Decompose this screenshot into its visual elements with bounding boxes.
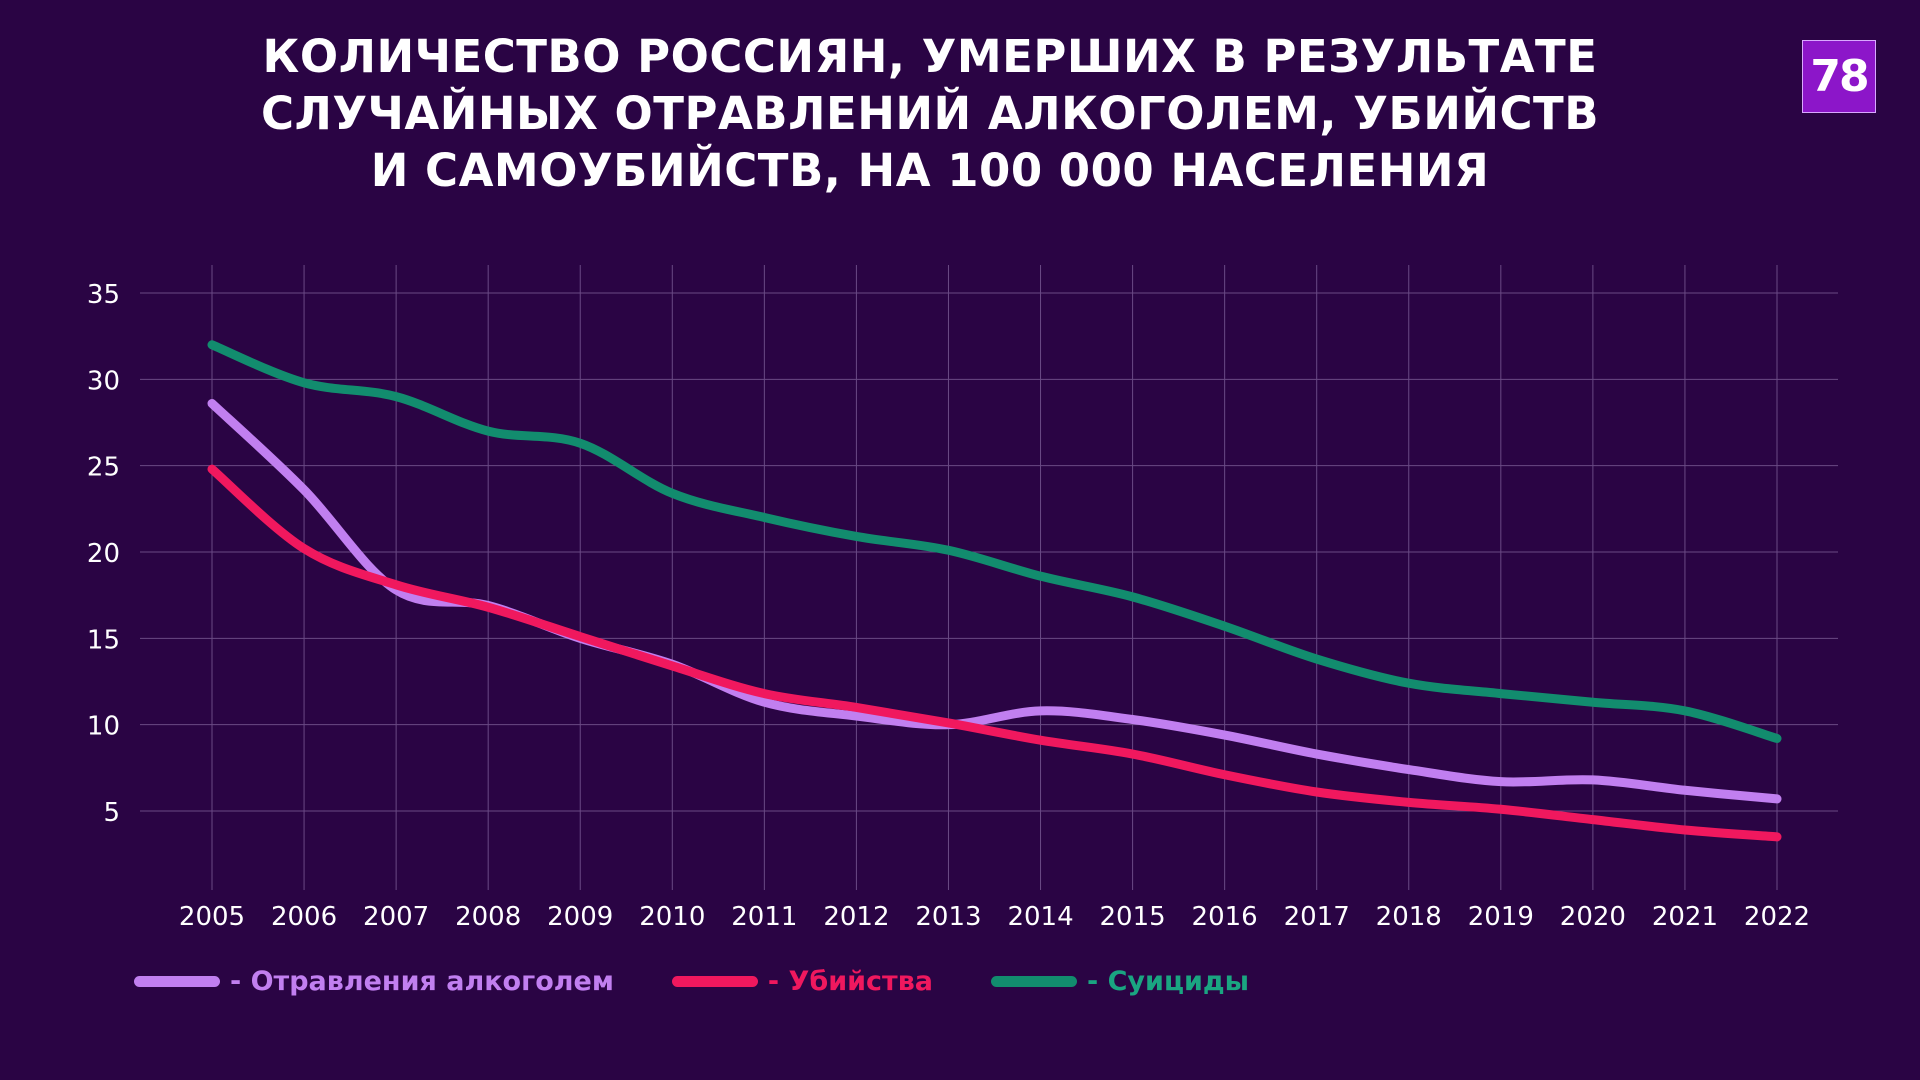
y-tick-label: 35 [87, 280, 120, 310]
x-tick-label: 2020 [1560, 902, 1626, 932]
legend-label: - Убийства [767, 966, 933, 997]
x-tick-label: 2006 [271, 902, 337, 932]
x-tick-label: 2017 [1284, 902, 1350, 932]
x-tick-label: 2015 [1100, 902, 1166, 932]
x-tick-label: 2013 [915, 902, 981, 932]
x-tick-label: 2014 [1007, 902, 1073, 932]
x-tick-label: 2009 [547, 902, 613, 932]
x-tick-label: 2012 [823, 902, 889, 932]
x-tick-label: 2021 [1652, 902, 1718, 932]
x-tick-label: 2022 [1744, 902, 1810, 932]
legend-label: - Суициды [1087, 966, 1250, 997]
title-line: И САМОУБИЙСТВ, НА 100 000 НАСЕЛЕНИЯ [370, 144, 1490, 197]
chart-title: КОЛИЧЕСТВО РОССИЯН, УМЕРШИХ В РЕЗУЛЬТАТЕ… [160, 28, 1700, 199]
y-tick-label: 15 [87, 625, 120, 655]
logo-78: 78 [1802, 40, 1876, 113]
x-tick-label: 2007 [363, 902, 429, 932]
x-tick-label: 2019 [1468, 902, 1534, 932]
legend-swatch [671, 976, 758, 987]
legend-label: - Отравления алкоголем [230, 966, 614, 997]
legend-item-murders: - Убийства [671, 966, 933, 997]
legend-item-suicides: - Суициды [991, 966, 1249, 997]
legend: - Отравления алкоголем - Убийства - Суиц… [134, 966, 1249, 997]
x-tick-label: 2011 [731, 902, 797, 932]
y-tick-label: 5 [103, 798, 120, 828]
title-line: СЛУЧАЙНЫХ ОТРАВЛЕНИЙ АЛКОГОЛЕМ, УБИЙСТВ [260, 87, 1600, 140]
y-tick-label: 25 [87, 453, 120, 483]
y-tick-label: 10 [87, 712, 120, 742]
legend-swatch [134, 976, 220, 987]
series-line [207, 464, 1782, 842]
x-tick-label: 2010 [639, 902, 705, 932]
legend-item-alcohol: - Отравления алкоголем [134, 966, 614, 997]
x-tick-label: 2005 [179, 902, 245, 932]
x-tick-label: 2016 [1192, 902, 1258, 932]
legend-swatch [991, 976, 1077, 987]
series-line [207, 340, 1782, 743]
y-tick-label: 30 [87, 366, 120, 396]
x-tick-label: 2018 [1376, 902, 1442, 932]
x-tick-label: 2008 [455, 902, 521, 932]
title-line: КОЛИЧЕСТВО РОССИЯН, УМЕРШИХ В РЕЗУЛЬТАТЕ [262, 30, 1598, 83]
y-tick-label: 20 [87, 539, 120, 569]
